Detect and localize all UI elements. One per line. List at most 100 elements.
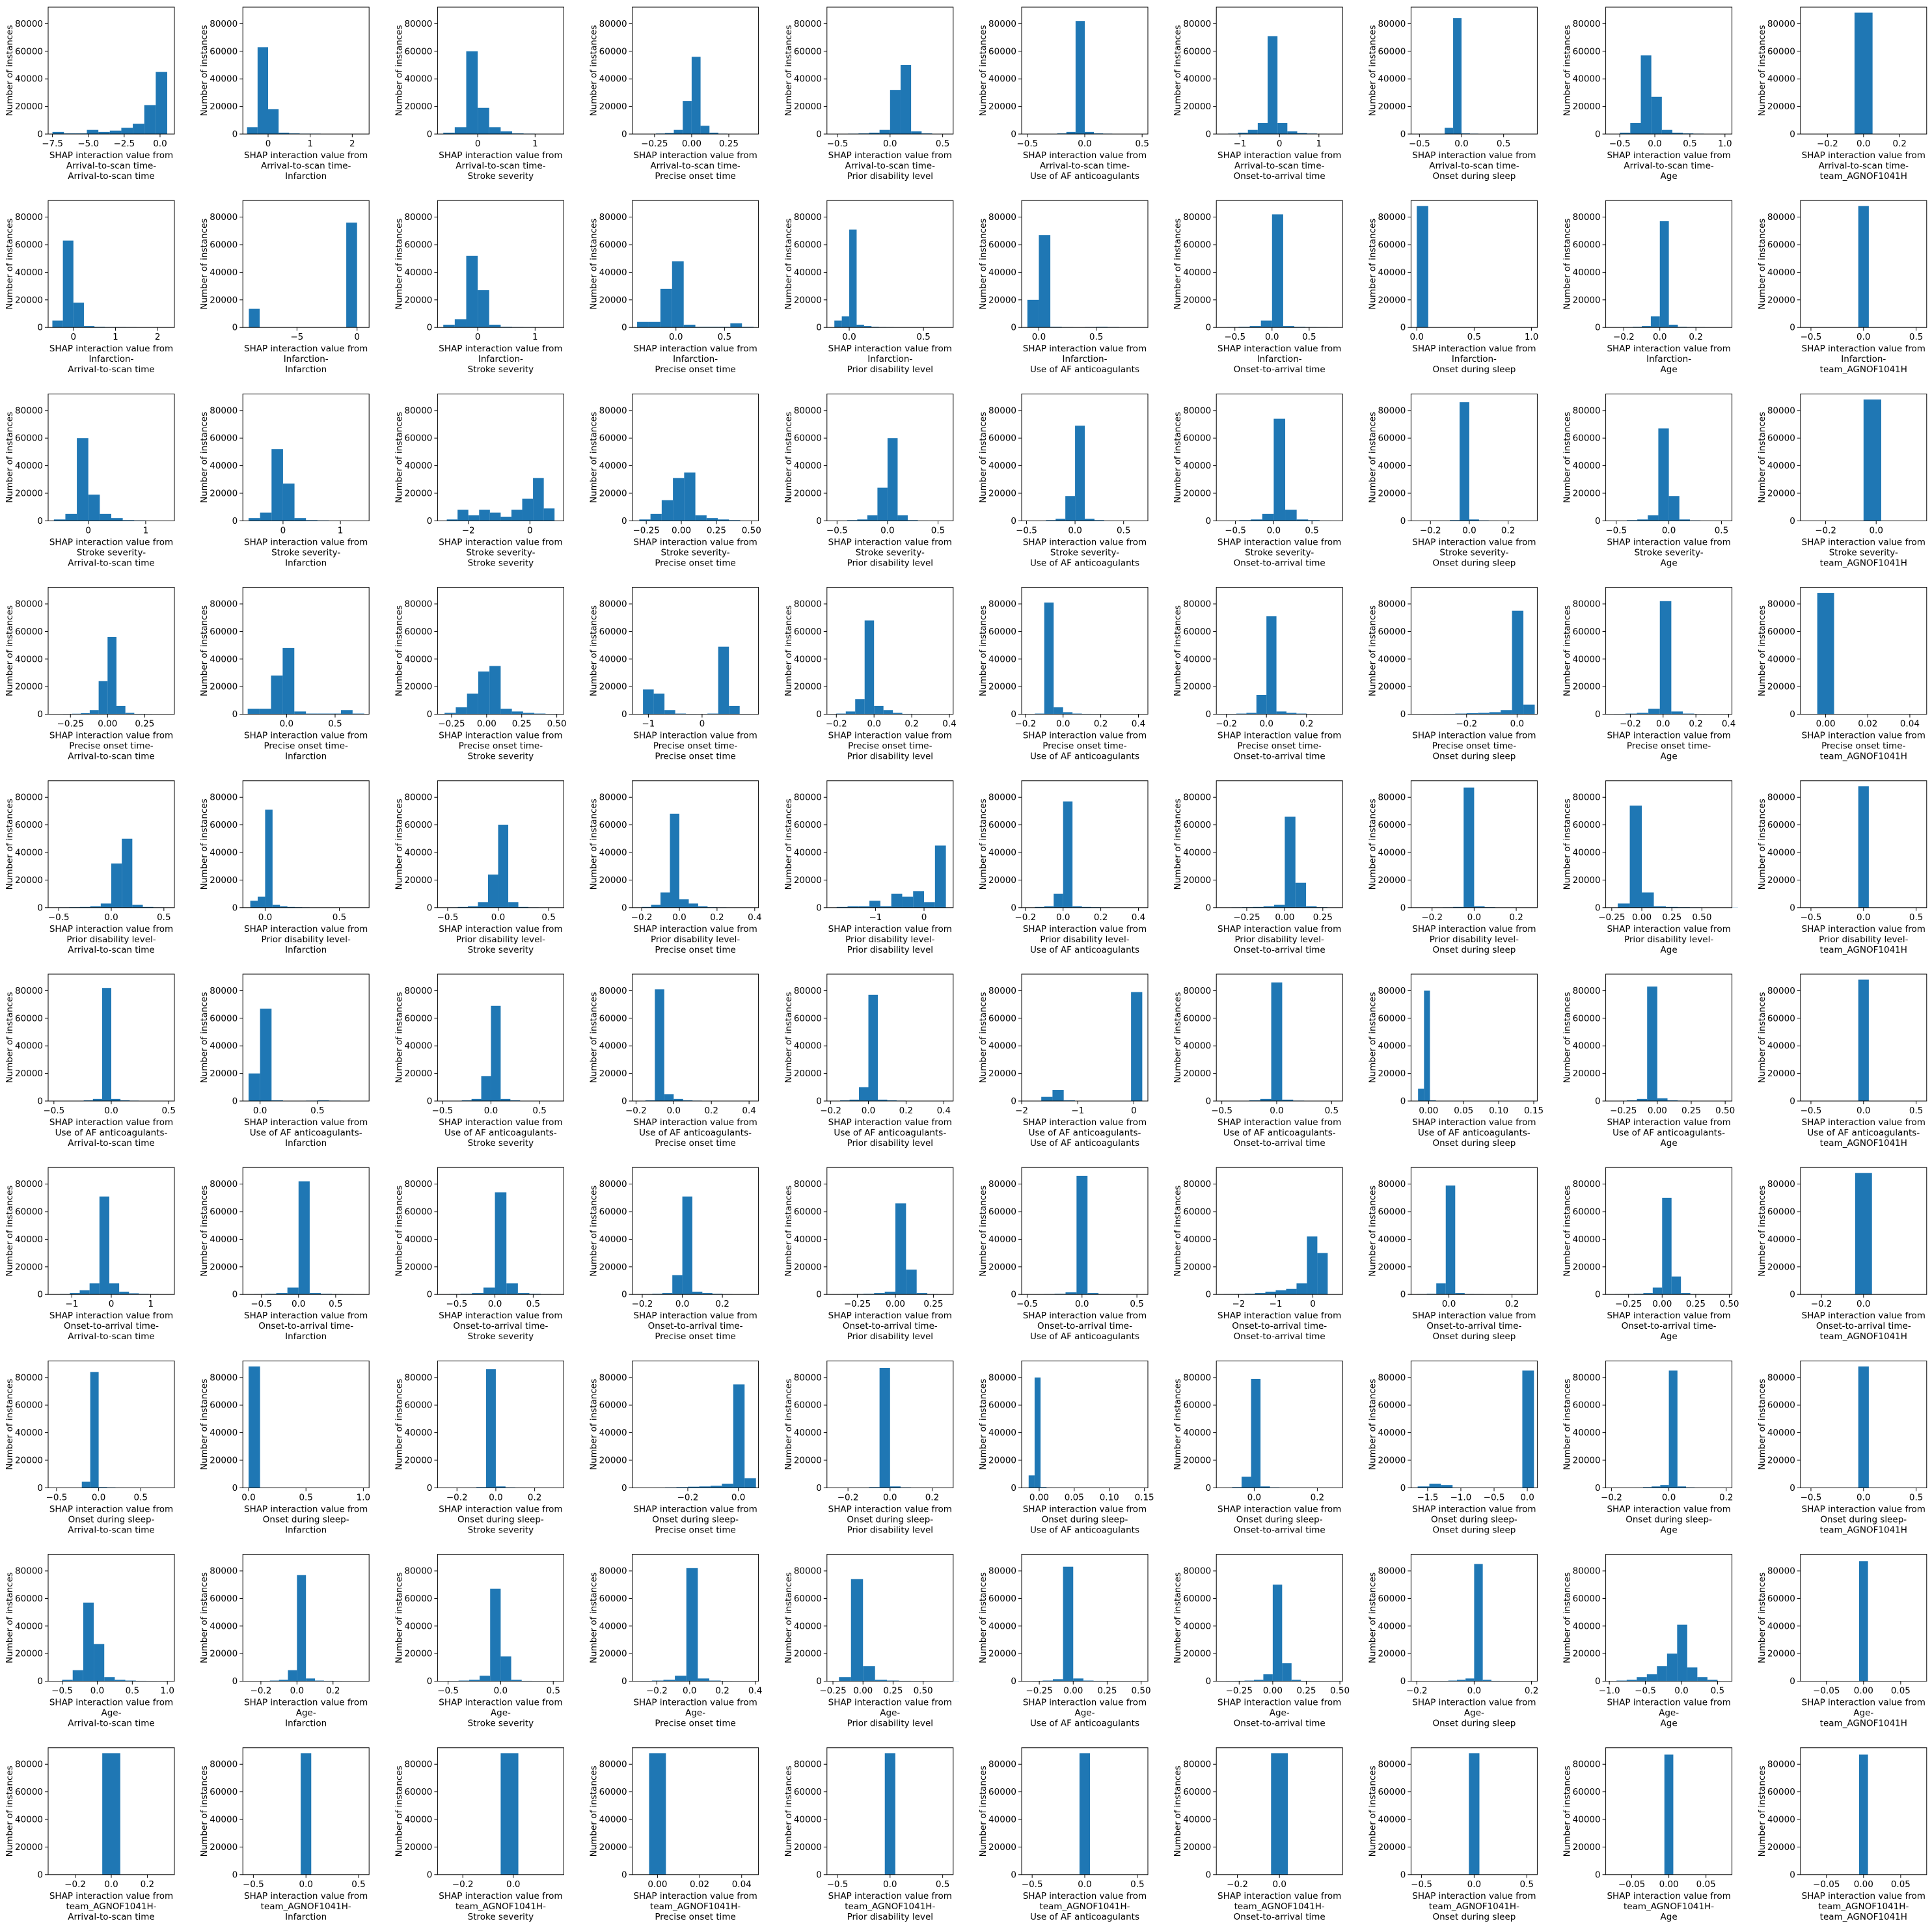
x-axis-label: SHAP interaction value from <box>439 924 562 934</box>
x-tick-label: −0.2 <box>1601 1492 1622 1503</box>
x-axis-label: Use of AF anticoagulants <box>1030 1525 1139 1535</box>
x-axis-label: SHAP interaction value from <box>244 344 368 354</box>
y-tick-label: 40000 <box>599 74 627 85</box>
y-tick-label: 60000 <box>1378 1207 1406 1218</box>
y-tick-label: 80000 <box>210 793 238 803</box>
y-tick-label: 80000 <box>1573 19 1601 29</box>
histogram-bar <box>1660 1485 1668 1488</box>
x-tick-label: 0.25 <box>135 719 154 729</box>
x-tick-label: 0.0 <box>1272 1879 1286 1890</box>
y-axis-label: Number of instances <box>394 798 404 890</box>
x-axis-label: Precise onset time <box>655 558 736 568</box>
histogram-bar <box>895 1203 906 1294</box>
histogram-bar <box>688 903 698 907</box>
histogram-bar <box>1131 992 1142 1101</box>
x-axis-label: SHAP interaction value from <box>439 1891 562 1901</box>
x-axis-label: team_AGNOF1041H <box>1820 945 1907 955</box>
y-tick-label: 80000 <box>15 1566 43 1577</box>
y-tick-label: 60000 <box>404 1400 432 1411</box>
y-tick-label: 20000 <box>988 489 1016 499</box>
x-tick-label: 0.5 <box>299 1492 312 1503</box>
y-tick-label: 80000 <box>210 405 238 416</box>
x-tick-label: 0 <box>85 525 91 536</box>
histogram-bar <box>1076 21 1085 134</box>
y-tick-label: 60000 <box>1573 1594 1601 1604</box>
x-axis-label: SHAP interaction value from <box>1607 1698 1730 1708</box>
x-tick-label: −0.2 <box>251 1686 272 1696</box>
x-tick-label: 0.4 <box>742 1106 755 1116</box>
y-tick-label: 40000 <box>1767 74 1795 85</box>
x-axis-label: Onset during sleep- <box>847 1514 933 1525</box>
x-axis-label: SHAP interaction value from <box>828 344 952 354</box>
x-axis-label: Stroke severity- <box>77 547 146 558</box>
y-axis-label: Number of instances <box>5 992 15 1083</box>
y-tick-label: 60000 <box>1573 627 1601 637</box>
y-tick-label: 60000 <box>599 1787 627 1797</box>
y-axis-label: Number of instances <box>1757 412 1767 503</box>
histogram-bar <box>455 127 467 134</box>
histogram-bar <box>1271 1753 1288 1875</box>
y-tick-label: 80000 <box>1183 212 1211 223</box>
y-tick-label: 40000 <box>404 848 432 858</box>
y-tick-label: 60000 <box>794 1787 822 1797</box>
y-tick-label: 80000 <box>794 986 822 996</box>
y-tick-label: 20000 <box>1378 1842 1406 1853</box>
y-tick-label: 60000 <box>599 1594 627 1604</box>
y-tick-label: 0 <box>816 1290 822 1300</box>
y-tick-label: 20000 <box>1183 1649 1211 1659</box>
x-axis-label: Stroke severity <box>468 1525 534 1535</box>
plot-frame <box>1216 781 1342 908</box>
histogram-bar <box>1263 1674 1272 1681</box>
histogram-bar <box>1317 1253 1327 1295</box>
histogram-bar <box>885 1753 895 1875</box>
y-tick-label: 20000 <box>1183 1262 1211 1272</box>
histogram-bar <box>102 1753 120 1875</box>
histogram-bar <box>1242 1476 1251 1488</box>
y-axis-label: Number of instances <box>199 412 210 503</box>
y-tick-label: 20000 <box>15 1262 43 1272</box>
histogram-bar <box>730 323 742 327</box>
x-axis-label: Infarction- <box>867 354 912 364</box>
y-tick-label: 60000 <box>1767 1207 1795 1218</box>
y-tick-label: 80000 <box>988 1760 1016 1770</box>
x-tick-label: −0.25 <box>1615 1299 1642 1309</box>
histogram-bar <box>508 902 519 907</box>
histogram-bar <box>288 1670 297 1681</box>
y-tick-label: 80000 <box>1573 793 1601 803</box>
y-tick-label: 0 <box>621 323 627 333</box>
x-axis-label: SHAP interaction value from <box>1802 1117 1925 1128</box>
y-axis-label: Number of instances <box>1562 1765 1573 1857</box>
y-tick-label: 0 <box>1789 129 1795 140</box>
x-axis-label: Onset during sleep- <box>652 1514 739 1525</box>
y-tick-label: 20000 <box>599 875 627 886</box>
x-axis-label: Use of AF anticoagulants- <box>639 1128 752 1138</box>
x-axis-label: Onset-to-arrival time <box>1234 364 1326 375</box>
histogram-bar <box>1662 130 1672 134</box>
x-axis-label: SHAP interaction value from <box>49 1698 173 1708</box>
y-tick-label: 80000 <box>1767 1760 1795 1770</box>
x-tick-label: −0.05 <box>1813 1686 1840 1696</box>
y-tick-label: 0 <box>1789 1676 1795 1687</box>
x-tick-label: −0.5 <box>43 1106 64 1116</box>
y-tick-label: 80000 <box>15 405 43 416</box>
y-tick-label: 60000 <box>599 240 627 251</box>
histogram-bar <box>1864 400 1881 521</box>
y-axis-label: Number of instances <box>978 25 988 116</box>
x-axis-label: Onset during sleep- <box>1042 1514 1128 1525</box>
x-axis-label: Arrival-to-scan time <box>68 558 154 568</box>
y-tick-label: 40000 <box>1573 74 1601 85</box>
y-tick-label: 40000 <box>1378 461 1406 471</box>
y-axis-label: Number of instances <box>1173 1765 1183 1857</box>
y-tick-label: 60000 <box>1767 240 1795 251</box>
y-tick-label: 0 <box>1789 1096 1795 1107</box>
y-tick-label: 0 <box>1595 1483 1601 1493</box>
y-tick-label: 0 <box>427 903 433 913</box>
y-tick-label: 40000 <box>988 74 1016 85</box>
histogram-bar <box>65 514 77 521</box>
x-axis-label: SHAP interaction value from <box>1218 731 1341 741</box>
